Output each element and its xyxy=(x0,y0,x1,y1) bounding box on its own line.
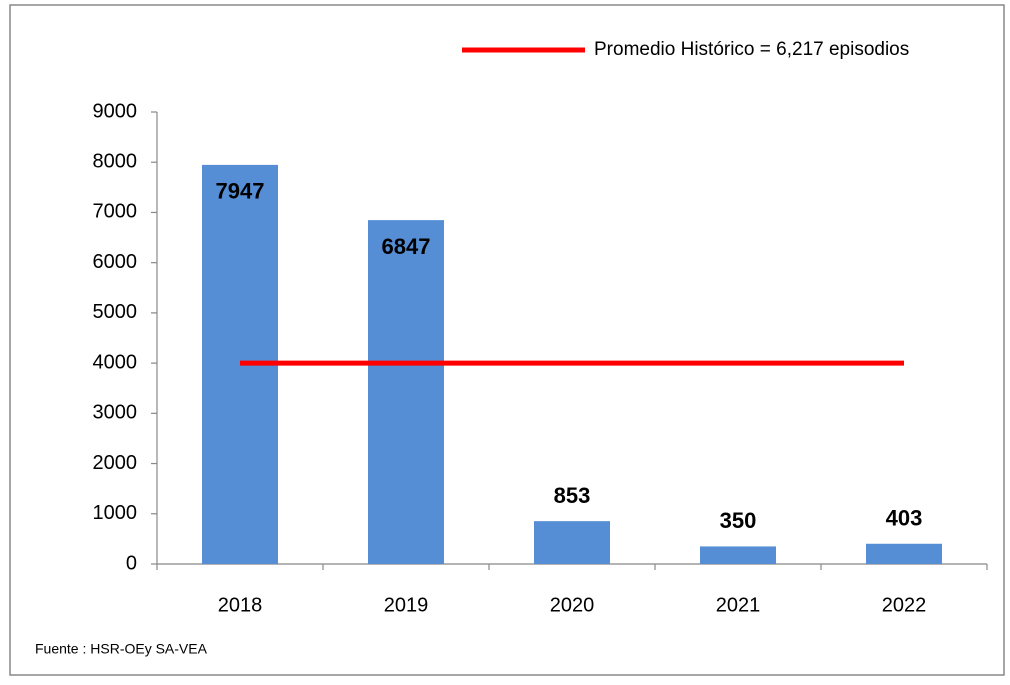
bar xyxy=(368,220,444,564)
value-label: 853 xyxy=(554,483,591,508)
value-label: 403 xyxy=(886,506,923,531)
y-tick-label: 9000 xyxy=(93,100,138,122)
source-note: Fuente : HSR-OEy SA-VEA xyxy=(35,641,208,657)
y-tick-label: 8000 xyxy=(93,151,138,173)
bar xyxy=(866,543,942,564)
value-label: 7947 xyxy=(216,179,265,204)
x-tick-label: 2018 xyxy=(218,594,263,616)
legend-label: Promedio Histórico = 6,217 episodios xyxy=(594,39,909,60)
y-tick-label: 1000 xyxy=(93,502,138,524)
y-tick-label: 2000 xyxy=(93,452,138,474)
x-tick-label: 2020 xyxy=(550,594,595,616)
y-tick-label: 0 xyxy=(126,552,137,574)
value-label: 350 xyxy=(720,508,757,533)
y-tick-label: 7000 xyxy=(93,201,138,223)
bar xyxy=(534,521,610,564)
y-tick-label: 6000 xyxy=(93,251,138,273)
y-tick-label: 4000 xyxy=(93,351,138,373)
y-tick-label: 5000 xyxy=(93,301,138,323)
y-tick-label: 3000 xyxy=(93,402,138,424)
x-tick-label: 2022 xyxy=(882,594,927,616)
bar xyxy=(700,546,776,564)
chart-frame xyxy=(9,4,1005,676)
x-tick-label: 2019 xyxy=(384,594,429,616)
value-label: 6847 xyxy=(382,234,431,259)
x-tick-label: 2021 xyxy=(716,594,761,616)
